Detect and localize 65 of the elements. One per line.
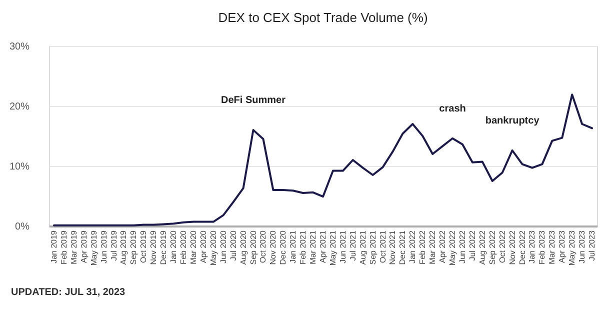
x-tick-label: Jan 2021 bbox=[288, 230, 298, 264]
x-tick-label: Aug 2022 bbox=[478, 230, 487, 265]
x-tick-label: Feb 2020 bbox=[179, 230, 188, 264]
x-tick-label: May 2023 bbox=[568, 230, 577, 266]
x-tick-label: Dec 2020 bbox=[278, 230, 288, 265]
text: UPDATED: JUL 31, 2023 bbox=[11, 287, 126, 298]
x-tick-label: May 2020 bbox=[208, 230, 218, 266]
annotation: crash bbox=[439, 103, 466, 114]
x-tick-label: Aug 2021 bbox=[358, 230, 368, 265]
x-tick-label: Nov 2021 bbox=[388, 230, 398, 265]
x-tick-label: Apr 2019 bbox=[79, 230, 88, 263]
x-tick-label: Jun 2022 bbox=[458, 230, 467, 264]
annotation: bankruptcy bbox=[485, 115, 540, 126]
x-tick-label: Feb 2023 bbox=[538, 230, 547, 264]
x-tick-label: May 2021 bbox=[328, 230, 338, 266]
x-tick-label: Apr 2020 bbox=[198, 230, 208, 263]
x-tick-label: Mar 2022 bbox=[428, 230, 438, 264]
x-tick-label: Feb 2019 bbox=[59, 230, 68, 264]
line-series bbox=[52, 94, 594, 226]
x-tick-label: Jul 2021 bbox=[348, 230, 358, 261]
x-tick-label: Oct 2019 bbox=[139, 230, 148, 263]
x-tick-label: Nov 2020 bbox=[268, 230, 278, 265]
x-tick-label: May 2019 bbox=[89, 230, 98, 266]
x-tick-label: Jan 2023 bbox=[528, 230, 537, 264]
x-tick-label: Sep 2020 bbox=[248, 230, 258, 265]
x-tick-label: Jun 2021 bbox=[338, 230, 348, 264]
x-tick-label: Jul 2023 bbox=[588, 230, 597, 261]
x-tick-label: Apr 2023 bbox=[558, 230, 567, 263]
chart-title: DEX to CEX Spot Trade Volume (%) bbox=[218, 10, 428, 25]
x-tick-label: Aug 2020 bbox=[238, 230, 248, 265]
x-tick-label: Oct 2020 bbox=[258, 230, 268, 263]
x-tick-label: Dec 2019 bbox=[159, 230, 168, 265]
x-tick-label: Sep 2019 bbox=[129, 230, 138, 265]
x-tick-label: Dec 2021 bbox=[398, 230, 408, 265]
x-tick-label: Jun 2020 bbox=[218, 230, 228, 264]
x-tick-label: Feb 2022 bbox=[418, 230, 428, 264]
x-tick-label: Mar 2023 bbox=[548, 230, 557, 264]
x-tick-label: Feb 2021 bbox=[298, 230, 308, 264]
x-tick-label: Jan 2022 bbox=[408, 230, 418, 264]
x-tick-label: Nov 2019 bbox=[149, 230, 158, 265]
x-tick-label: Sep 2022 bbox=[488, 230, 497, 265]
x-tick-label: Sep 2021 bbox=[368, 230, 378, 265]
x-tick-label: Jun 2023 bbox=[578, 230, 587, 264]
x-tick-label: Jun 2019 bbox=[99, 230, 108, 264]
x-tick-label: May 2022 bbox=[448, 230, 458, 266]
x-tick-label: Mar 2020 bbox=[188, 230, 198, 264]
x-tick-label: Jan 2020 bbox=[169, 230, 178, 264]
y-tick-label: 0% bbox=[15, 222, 30, 232]
x-tick-label: Oct 2022 bbox=[498, 230, 507, 263]
y-tick-label: 10% bbox=[9, 162, 30, 172]
x-tick-label: Mar 2021 bbox=[308, 230, 318, 264]
x-tick-label: Apr 2022 bbox=[438, 230, 448, 263]
x-tick-label: Jul 2020 bbox=[228, 230, 238, 261]
y-tick-label: 30% bbox=[9, 42, 30, 52]
x-tick-label: Nov 2022 bbox=[508, 230, 517, 265]
y-tick-label: 20% bbox=[9, 102, 30, 112]
x-tick-label: Jul 2019 bbox=[109, 230, 118, 261]
x-tick-label: Oct 2021 bbox=[378, 230, 388, 263]
annotation: DeFi Summer bbox=[221, 95, 286, 106]
x-tick-label: Jan 2019 bbox=[49, 230, 58, 264]
x-tick-label: Aug 2019 bbox=[119, 230, 128, 265]
x-tick-label: Apr 2021 bbox=[318, 230, 328, 263]
x-tick-label: Jul 2022 bbox=[468, 230, 477, 261]
x-tick-label: Mar 2019 bbox=[69, 230, 78, 264]
x-tick-label: Dec 2022 bbox=[518, 230, 527, 265]
